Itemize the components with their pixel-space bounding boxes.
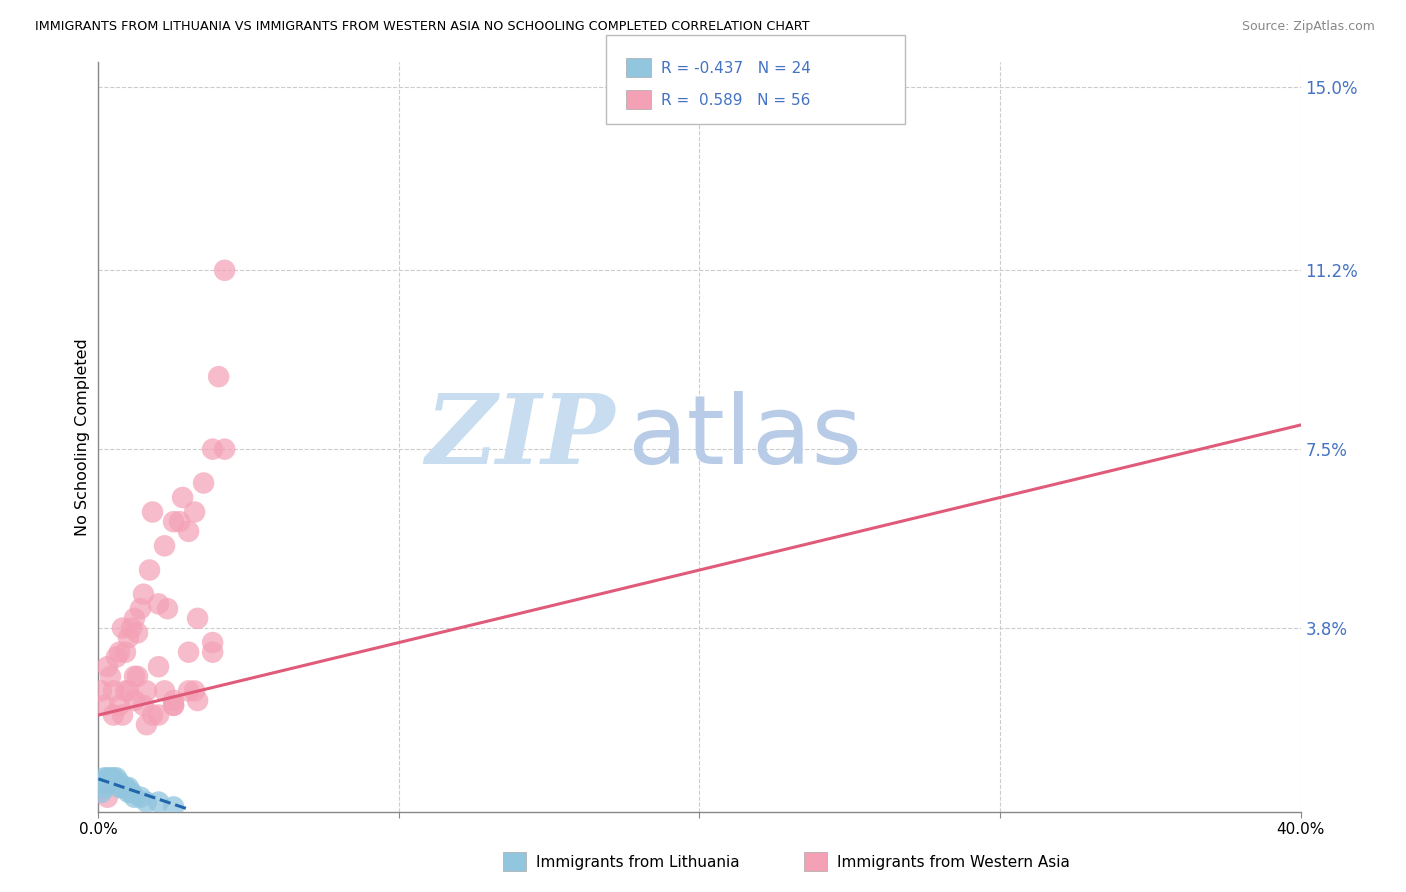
Point <box>201 645 224 659</box>
Point <box>177 645 200 659</box>
Point <box>121 785 143 799</box>
Point <box>90 684 112 698</box>
Point <box>187 611 209 625</box>
Point <box>114 684 136 698</box>
Point <box>108 775 131 789</box>
Point <box>148 659 170 673</box>
Point <box>100 669 122 683</box>
Point <box>124 611 146 625</box>
Point <box>201 442 224 457</box>
Point <box>124 790 146 805</box>
Point <box>93 698 115 713</box>
Point <box>177 684 200 698</box>
Point <box>111 780 134 795</box>
Point <box>138 563 160 577</box>
Text: R =  0.589   N = 56: R = 0.589 N = 56 <box>661 94 810 108</box>
Point <box>187 693 209 707</box>
Point <box>100 775 122 789</box>
Point <box>96 775 118 789</box>
Point <box>132 698 155 713</box>
Point <box>148 597 170 611</box>
Point <box>141 505 163 519</box>
Text: IMMIGRANTS FROM LITHUANIA VS IMMIGRANTS FROM WESTERN ASIA NO SCHOOLING COMPLETED: IMMIGRANTS FROM LITHUANIA VS IMMIGRANTS … <box>35 20 810 33</box>
Point <box>103 708 125 723</box>
Point <box>103 775 125 789</box>
Point <box>156 601 179 615</box>
Point <box>105 650 128 665</box>
Point <box>141 708 163 723</box>
Point <box>108 645 131 659</box>
Point <box>183 684 205 698</box>
Text: ZIP: ZIP <box>426 390 616 484</box>
Point <box>124 669 146 683</box>
Point <box>135 684 157 698</box>
Text: R = -0.437   N = 24: R = -0.437 N = 24 <box>661 62 811 76</box>
Point <box>121 621 143 635</box>
Point <box>108 780 131 795</box>
Point <box>162 800 184 814</box>
Point <box>108 698 131 713</box>
Point <box>100 771 122 785</box>
Point <box>111 708 134 723</box>
Point <box>117 631 139 645</box>
Text: Immigrants from Western Asia: Immigrants from Western Asia <box>837 855 1070 870</box>
Point <box>201 635 224 649</box>
Point <box>177 524 200 539</box>
Point <box>183 505 205 519</box>
Point <box>114 645 136 659</box>
Point <box>117 785 139 799</box>
Text: atlas: atlas <box>627 391 862 483</box>
Point <box>93 780 115 795</box>
Point <box>96 659 118 673</box>
Point <box>127 669 149 683</box>
Text: Source: ZipAtlas.com: Source: ZipAtlas.com <box>1241 20 1375 33</box>
Y-axis label: No Schooling Completed: No Schooling Completed <box>75 338 90 536</box>
Point <box>172 491 194 505</box>
Point <box>162 693 184 707</box>
Point <box>148 708 170 723</box>
Point <box>193 475 215 490</box>
Point <box>117 684 139 698</box>
Point <box>153 539 176 553</box>
Point <box>117 780 139 795</box>
Point <box>135 795 157 809</box>
Point <box>214 442 236 457</box>
Point <box>93 771 115 785</box>
Point <box>129 790 152 805</box>
Point <box>132 587 155 601</box>
Point <box>127 625 149 640</box>
Point <box>90 775 112 789</box>
Point <box>114 780 136 795</box>
Point <box>169 515 191 529</box>
Point <box>96 771 118 785</box>
Point <box>124 693 146 707</box>
Point <box>111 621 134 635</box>
Point <box>214 263 236 277</box>
Point <box>148 795 170 809</box>
Text: Immigrants from Lithuania: Immigrants from Lithuania <box>536 855 740 870</box>
Point <box>162 698 184 713</box>
Point <box>129 601 152 615</box>
Point <box>208 369 231 384</box>
Point <box>162 515 184 529</box>
Point <box>105 775 128 789</box>
Point <box>135 717 157 731</box>
Point <box>103 684 125 698</box>
Point <box>105 771 128 785</box>
Point <box>162 698 184 713</box>
Point <box>103 771 125 785</box>
Point <box>153 684 176 698</box>
Point <box>96 790 118 805</box>
Point <box>90 785 112 799</box>
